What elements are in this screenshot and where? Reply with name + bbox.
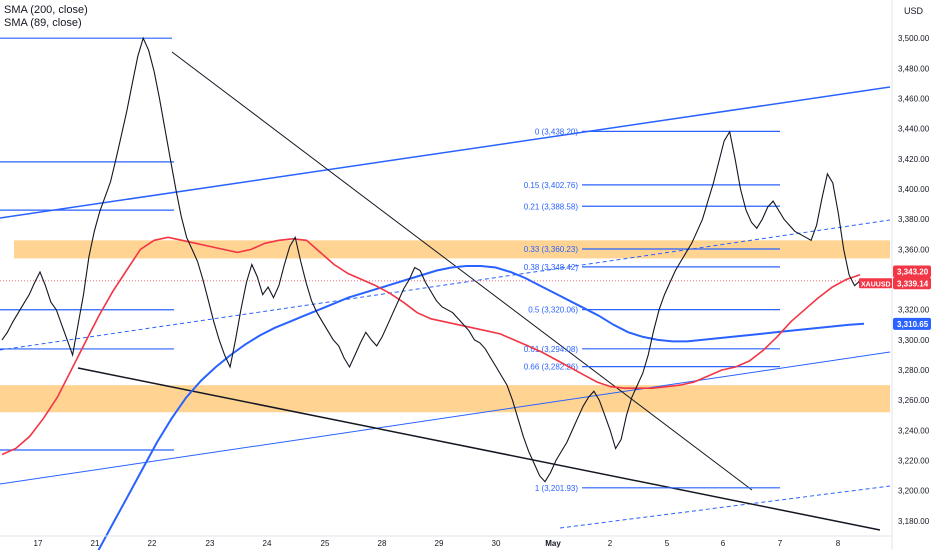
last-price-marker-badge <box>893 277 931 290</box>
fib-level-label: 0.33 (3,360.23) <box>524 245 579 254</box>
price-tick-label: 3,280.00 <box>898 366 930 375</box>
sma200-marker-badge <box>893 317 931 330</box>
price-tick-label: 3,440.00 <box>898 125 930 134</box>
time-axis-layer: 17 21 22 23 24 25 28 29 30 May 2 5 6 7 8 <box>0 535 892 548</box>
time-tick-label: May <box>545 539 561 548</box>
price-tick-label: 3,220.00 <box>898 457 930 466</box>
zones-layer <box>0 240 890 413</box>
fib-level-label: 0 (3,438.20) <box>535 127 578 136</box>
fibonacci-layer: 0 (3,438.20) 0.15 (3,402.76) 0.21 (3,388.5… <box>524 127 780 493</box>
time-tick-label: 5 <box>665 539 670 548</box>
time-tick-label: 21 <box>91 539 100 548</box>
price-tick-label: 3,480.00 <box>898 64 930 73</box>
price-tick-label: 3,200.00 <box>898 487 930 496</box>
time-tick-label: 8 <box>836 539 841 548</box>
time-tick-label: 2 <box>608 539 613 548</box>
fib-level-label: 0.38 (3,348.42) <box>524 263 579 272</box>
fib-level-label: 1 (3,201.93) <box>535 484 578 493</box>
trendlines-layer <box>0 51 891 531</box>
symbol-tag-label: XAUUSD <box>861 281 891 288</box>
high-marker-badge <box>893 265 931 278</box>
legend-sma89[interactable]: SMA (89, close) <box>4 17 82 29</box>
price-tick-label: 3,300.00 <box>898 336 930 345</box>
price-tick-label: 3,460.00 <box>898 95 930 104</box>
descending-trendline[interactable] <box>171 51 753 491</box>
time-tick-label: 25 <box>321 539 330 548</box>
sma200-marker-label: 3,310.65 <box>897 320 929 329</box>
time-tick-label: 28 <box>378 539 387 548</box>
time-tick-label: 23 <box>206 539 215 548</box>
price-tick-label: 3,360.00 <box>898 245 930 254</box>
price-tick-label: 3,380.00 <box>898 215 930 224</box>
series-layer <box>0 36 892 550</box>
price-tick-label: 3,260.00 <box>898 396 930 405</box>
last-price-marker-label: 3,339.14 <box>897 279 929 288</box>
time-tick-label: 7 <box>778 539 783 548</box>
price-tick-label: 3,180.00 <box>898 517 930 526</box>
symbol-tag <box>859 278 892 289</box>
price-axis-layer: USD 3,180.00 3,200.00 3,220.00 3,240.00 3,260… <box>859 0 931 550</box>
fib-level-label: 0.61 (3,294.08) <box>524 345 579 354</box>
indicator-legend: SMA (200, close) SMA (89, close) <box>4 4 88 30</box>
fib-level-label: 0.21 (3,388.58) <box>524 202 579 211</box>
fib-level-label: 0.15 (3,402.76) <box>524 181 579 190</box>
time-tick-label: 29 <box>435 539 444 548</box>
high-marker-label: 3,343.20 <box>897 268 929 277</box>
mid-dashed-line[interactable] <box>0 219 891 351</box>
currency-label: USD <box>904 6 924 16</box>
time-tick-label: 22 <box>148 539 157 548</box>
fib-level-label: 0.66 (3,282.26) <box>524 363 579 372</box>
price-tick-label: 3,320.00 <box>898 306 930 315</box>
support-trendline[interactable] <box>77 367 881 531</box>
sma200-line[interactable] <box>97 265 865 550</box>
price-line[interactable] <box>1 36 861 483</box>
time-tick-label: 24 <box>263 539 272 548</box>
sma89-line[interactable] <box>1 236 861 456</box>
time-tick-label: 6 <box>721 539 726 548</box>
price-tick-label: 3,400.00 <box>898 185 930 194</box>
fib-level-label: 0.5 (3,320.06) <box>528 306 578 315</box>
resistance-zone[interactable] <box>14 240 890 259</box>
price-tick-label: 3,240.00 <box>898 426 930 435</box>
legend-sma200[interactable]: SMA (200, close) <box>4 4 88 16</box>
upper-channel-line[interactable] <box>0 86 891 219</box>
support-zone[interactable] <box>0 385 890 413</box>
time-tick-label: 17 <box>34 539 43 548</box>
price-tick-label: 3,420.00 <box>898 155 930 164</box>
price-tick-label: 3,500.00 <box>898 34 930 43</box>
time-tick-label: 30 <box>492 539 501 548</box>
lower-channel-line[interactable] <box>0 351 891 485</box>
